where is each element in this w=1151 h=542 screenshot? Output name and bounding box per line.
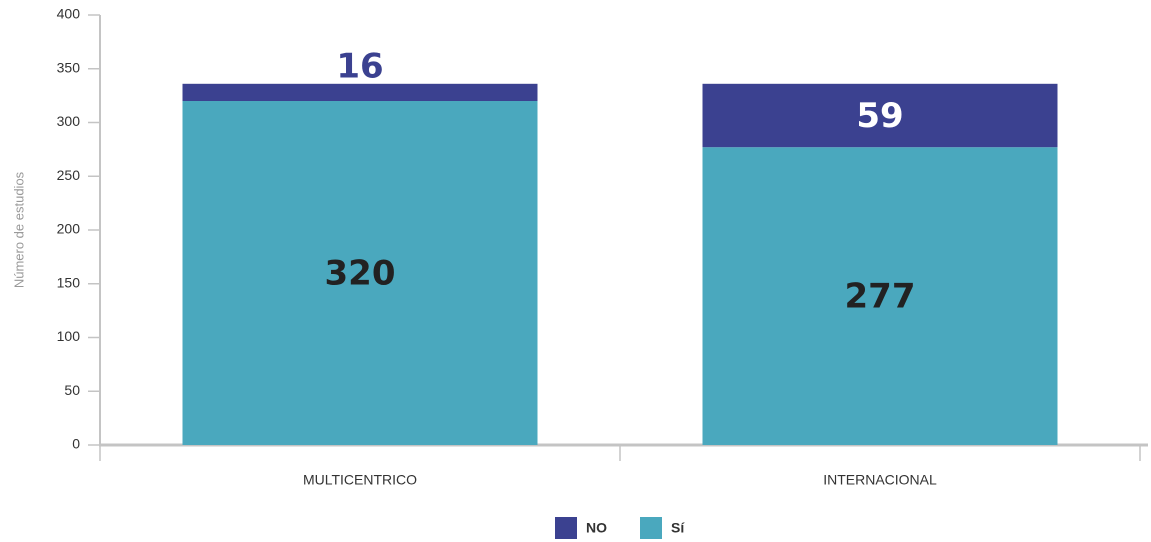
y-axis-label: Número de estudios [11, 171, 26, 288]
legend-label: NO [586, 520, 607, 536]
y-tick-label: 150 [57, 274, 81, 290]
legend-label: Sí [671, 520, 685, 536]
data-label: 277 [845, 277, 916, 317]
y-tick-label: 100 [57, 328, 81, 344]
y-tick-label: 0 [72, 436, 80, 452]
x-tick-label: MULTICENTRICO [303, 472, 417, 488]
y-tick-label: 400 [57, 6, 81, 22]
data-label: 16 [336, 46, 383, 86]
y-tick-label: 200 [57, 221, 81, 237]
data-label: 59 [856, 96, 903, 136]
data-label: 320 [325, 254, 396, 294]
y-tick-label: 350 [57, 59, 81, 75]
y-tick-label: 250 [57, 167, 81, 183]
bar-segment [702, 147, 1058, 445]
legend-swatch [555, 517, 577, 539]
bar-segment [702, 83, 1058, 148]
y-tick-label: 50 [64, 382, 80, 398]
bar-segment [182, 83, 538, 101]
bar-segment [182, 101, 538, 445]
legend-swatch [640, 517, 662, 539]
y-tick-label: 300 [57, 113, 81, 129]
x-tick-label: INTERNACIONAL [823, 472, 937, 488]
